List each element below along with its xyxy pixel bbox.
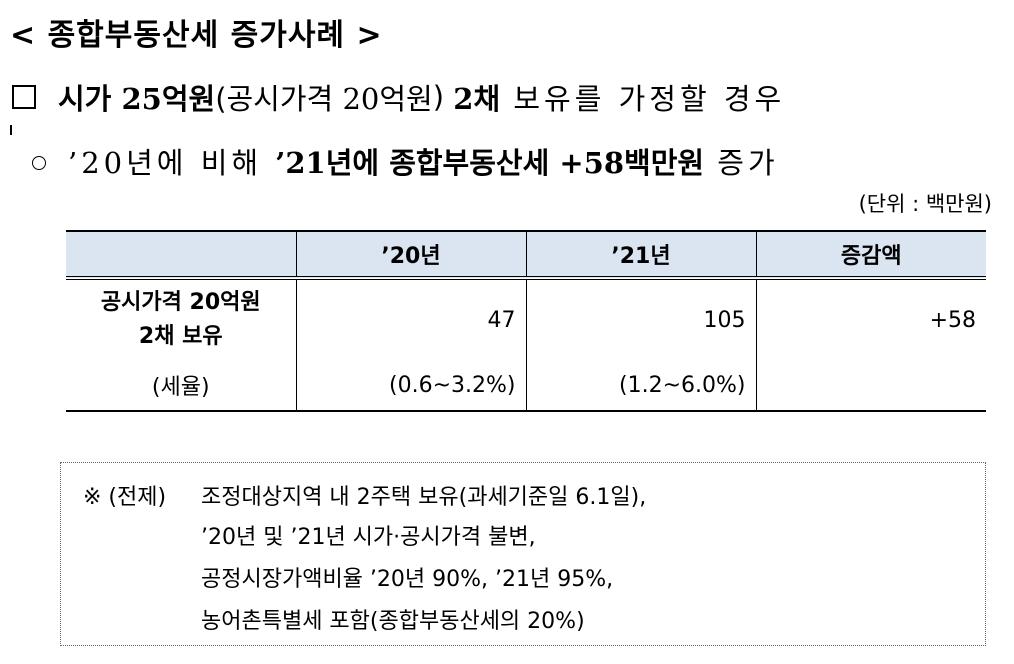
note-line-1: ※ (전제) 조정대상지역 내 2주택 보유(과세기준일 6.1일), (83, 479, 646, 511)
rate-2021: (1.2~6.0%) (525, 360, 757, 412)
rate-change-empty (755, 360, 986, 412)
note-text-4: 농어촌특별세 포함(종합부동산세의 20%) (201, 609, 585, 634)
heading-assessed: 20억원 (342, 82, 433, 116)
heading-text-3: ) (432, 80, 454, 114)
text-cursor-mark (10, 125, 12, 135)
summary-text-3: 증가 (704, 146, 779, 180)
tax-2021: 105 (525, 278, 757, 360)
heading-text-4: 보유를 가정할 경우 (500, 82, 786, 116)
header-empty (66, 230, 297, 280)
summary-text-1: ’20년에 비해 (68, 146, 276, 180)
row-label: 공시가격 20억원 2채 보유 (66, 278, 297, 360)
table-row: (세율) (0.6~3.2%) (1.2~6.0%) (66, 360, 986, 412)
checkbox-square-icon (12, 85, 36, 109)
note-text-1: 조정대상지역 내 2주택 보유(과세기준일 6.1일), (201, 485, 647, 510)
header-change: 증감액 (755, 230, 986, 280)
heading-text-1: 시가 (58, 82, 122, 116)
tax-rate-label: (세율) (66, 360, 297, 412)
page-title: < 종합부동산세 증가사례 > (10, 18, 383, 53)
rate-2020: (0.6~3.2%) (295, 360, 527, 412)
tax-comparison-table: ’20년 ’21년 증감액 공시가격 20억원 2채 보유 47 105 +58… (66, 230, 986, 412)
heading-price: 25억원 (121, 82, 216, 116)
heading-text-2: (공시가격 (215, 82, 343, 116)
note-text-3: 공정시장가액비율 ’20년 90%, ’21년 95%, (201, 567, 614, 592)
note-mark: ※ (전제) (83, 485, 167, 510)
assumption-heading: 시가 25억원 (공시가격 20억원) 2채 보유를 가정할 경우 (12, 76, 785, 118)
tax-2020: 47 (295, 278, 527, 360)
header-2021: ’21년 (525, 230, 757, 280)
tax-change: +58 (755, 278, 986, 360)
note-text-2: ’20년 및 ’21년 시가·공시가격 불변, (201, 525, 536, 550)
table-header-row: ’20년 ’21년 증감액 (66, 230, 986, 280)
circle-bullet-icon (32, 156, 46, 170)
heading-count: 2채 (453, 82, 501, 116)
summary-text-2: ’21년에 종합부동산세 +58백만원 (275, 146, 705, 180)
summary-line: ’20년에 비해 ’21년에 종합부동산세 +58백만원 증가 (32, 140, 779, 182)
header-2020: ’20년 (295, 230, 527, 280)
assumptions-note-box: ※ (전제) 조정대상지역 내 2주택 보유(과세기준일 6.1일), ’20년 … (60, 462, 986, 646)
row-label-line1: 공시가격 20억원 (100, 290, 261, 315)
table-row: 공시가격 20억원 2채 보유 47 105 +58 (66, 278, 986, 360)
unit-label: (단위 : 백만원) (858, 192, 992, 216)
row-label-line2: 2채 보유 (138, 324, 223, 349)
